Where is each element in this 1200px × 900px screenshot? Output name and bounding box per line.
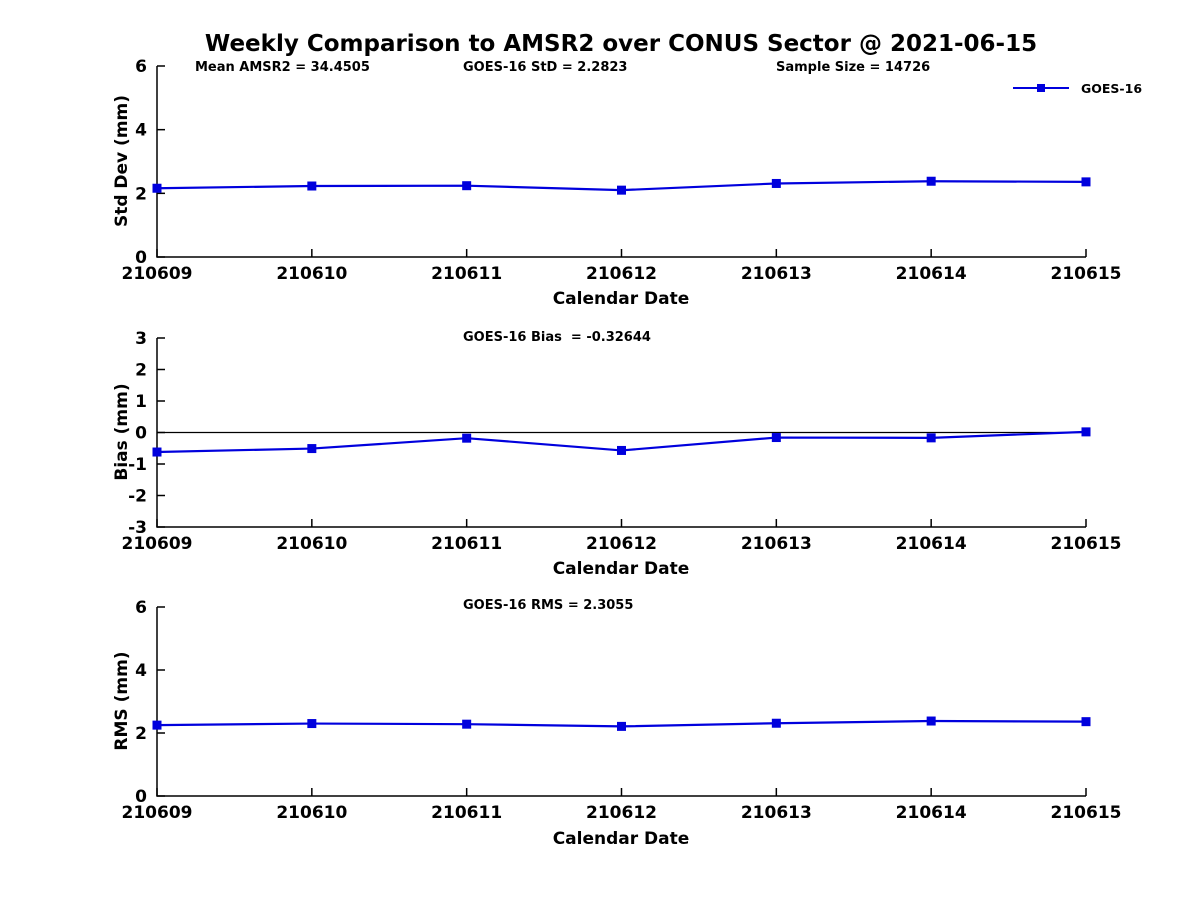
x-tick-label: 210610 (276, 264, 347, 284)
legend-line-marker-icon (1013, 84, 1069, 92)
y-tick-label: 0 (135, 248, 147, 268)
y-tick-label: 0 (135, 787, 147, 807)
x-tick-label: 210612 (586, 264, 657, 284)
data-point-marker (771, 433, 781, 443)
axis-rms (156, 607, 1086, 797)
y-tick-label: 6 (135, 57, 147, 77)
y-axis-label-bias: Bias (mm) (112, 383, 132, 481)
data-point-marker (1081, 427, 1091, 437)
data-point-marker (617, 445, 626, 455)
data-point-marker (926, 716, 936, 726)
y-tick-label: 3 (135, 329, 147, 349)
x-tick-label: 210613 (741, 534, 812, 554)
legend-label: GOES-16 (1081, 80, 1143, 96)
y-tick-label: -2 (128, 487, 147, 507)
axis-std-dev (156, 66, 1086, 258)
x-tick-label: 210610 (276, 803, 347, 823)
legend: GOES-16 (1010, 80, 1142, 96)
x-tick-label: 210609 (122, 264, 193, 284)
y-tick-label: 1 (135, 392, 147, 412)
y-tick-label: -1 (128, 455, 147, 475)
page-title: Weekly Comparison to AMSR2 over CONUS Se… (204, 31, 1038, 57)
data-point-marker (617, 721, 626, 731)
data-point-marker (926, 176, 936, 186)
y-axis-label-std-dev: Std Dev (mm) (112, 94, 132, 228)
y-tick-label: -3 (128, 518, 147, 538)
y-tick-label: 6 (135, 598, 147, 618)
data-point-marker (152, 183, 162, 193)
data-point-marker (926, 433, 936, 443)
data-point-marker (617, 185, 626, 195)
data-point-marker (462, 719, 472, 729)
x-tick-label: 210611 (431, 534, 502, 554)
x-tick-label: 210614 (896, 264, 967, 284)
y-axis-label-rms: RMS (mm) (112, 651, 132, 751)
annotation-mean-amsr2: Mean AMSR2 = 34.4505 (195, 60, 370, 75)
data-point-marker (771, 178, 781, 188)
annotation-goes16-rms: GOES-16 RMS = 2.3055 (463, 598, 634, 613)
x-tick-label: 210615 (1051, 534, 1122, 554)
data-point-marker (462, 181, 472, 191)
x-axis-label-2: Calendar Date (552, 559, 690, 579)
data-point-marker (152, 720, 162, 730)
x-tick-label: 210613 (741, 803, 812, 823)
x-tick-label: 210615 (1051, 264, 1122, 284)
data-point-marker (307, 444, 317, 454)
data-point-marker (1081, 717, 1091, 727)
data-point-marker (307, 719, 317, 729)
x-tick-label: 210612 (586, 803, 657, 823)
x-tick-label: 210611 (431, 803, 502, 823)
x-tick-label: 210611 (431, 264, 502, 284)
y-tick-label: 2 (135, 361, 147, 381)
x-tick-label: 210609 (122, 803, 193, 823)
y-tick-label: 0 (135, 424, 147, 444)
x-tick-label: 210614 (896, 803, 967, 823)
data-point-marker (771, 718, 781, 728)
data-point-marker (462, 433, 472, 443)
x-tick-label: 210613 (741, 264, 812, 284)
x-axis-label-1: Calendar Date (552, 289, 690, 309)
data-point-marker (152, 447, 162, 457)
x-axis-label-3: Calendar Date (552, 829, 690, 849)
annotation-sample-size: Sample Size = 14726 (776, 60, 931, 75)
y-tick-label: 4 (135, 121, 147, 141)
y-tick-label: 4 (135, 661, 147, 681)
x-tick-label: 210614 (896, 534, 967, 554)
data-point-marker (307, 181, 317, 191)
data-point-marker (1081, 177, 1091, 187)
y-tick-label: 2 (135, 724, 147, 744)
x-tick-label: 210610 (276, 534, 347, 554)
x-tick-label: 210612 (586, 534, 657, 554)
x-tick-label: 210609 (122, 534, 193, 554)
x-tick-label: 210615 (1051, 803, 1122, 823)
y-tick-label: 2 (135, 184, 147, 204)
annotation-goes16-bias: GOES-16 Bias = -0.32644 (463, 330, 651, 345)
annotation-goes16-std: GOES-16 StD = 2.2823 (463, 60, 628, 75)
